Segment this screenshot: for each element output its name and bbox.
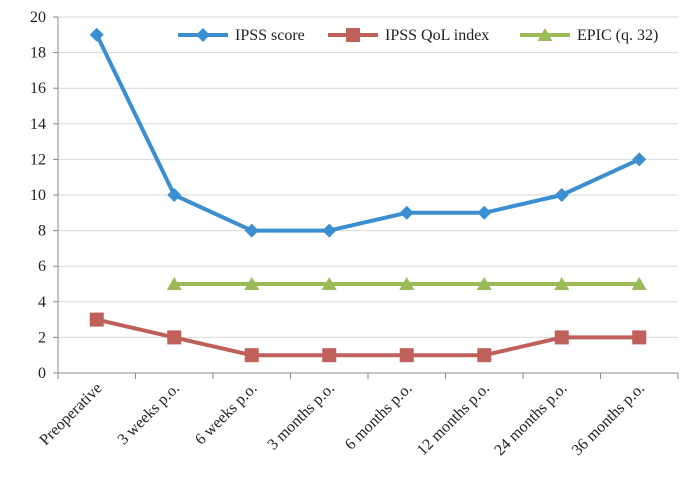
data-point bbox=[322, 223, 337, 238]
y-tick-label: 14 bbox=[30, 116, 46, 133]
legend-label: IPSS score bbox=[235, 27, 305, 44]
data-point bbox=[399, 277, 415, 290]
legend-label: EPIC (q. 32) bbox=[577, 27, 658, 44]
legend-marker bbox=[346, 28, 360, 42]
series-line bbox=[96, 317, 640, 358]
legend-marker bbox=[196, 28, 210, 42]
y-tick-label: 12 bbox=[30, 151, 46, 168]
y-tick-label: 4 bbox=[38, 294, 46, 311]
x-tick-label: 36 months p.o. bbox=[569, 380, 648, 459]
data-point bbox=[399, 205, 414, 220]
data-point bbox=[167, 188, 182, 202]
data-point bbox=[244, 223, 259, 238]
data-point bbox=[554, 277, 570, 290]
data-point bbox=[244, 277, 260, 290]
data-point bbox=[632, 152, 647, 167]
x-tick-label: 12 months p.o. bbox=[414, 380, 493, 459]
data-point bbox=[554, 188, 569, 202]
data-point bbox=[632, 330, 647, 345]
x-tick-label: 3 months p.o. bbox=[264, 380, 338, 454]
y-tick-label: 6 bbox=[38, 258, 46, 275]
data-point bbox=[554, 330, 569, 345]
y-tick-label: 18 bbox=[30, 45, 46, 62]
y-tick-label: 10 bbox=[30, 187, 46, 204]
data-point bbox=[321, 277, 337, 290]
data-point bbox=[89, 312, 104, 327]
x-tick-label: Preoperative bbox=[36, 380, 105, 449]
data-point bbox=[399, 348, 414, 363]
data-point bbox=[476, 277, 492, 290]
y-tick-label: 20 bbox=[30, 9, 46, 26]
x-tick-label: 3 weeks p.o. bbox=[115, 380, 184, 449]
y-tick-label: 8 bbox=[38, 223, 46, 240]
data-point bbox=[166, 277, 182, 290]
y-tick-label: 0 bbox=[38, 365, 46, 382]
x-tick-label: 24 months p.o. bbox=[491, 380, 570, 459]
data-point bbox=[631, 277, 647, 290]
legend-label: IPSS QoL index bbox=[385, 27, 489, 44]
x-tick-label: 6 months p.o. bbox=[342, 380, 416, 454]
data-point bbox=[89, 27, 104, 42]
x-tick-label: 6 weeks p.o. bbox=[192, 380, 261, 449]
data-point bbox=[477, 205, 492, 220]
legend-marker bbox=[537, 28, 553, 41]
data-point bbox=[244, 348, 259, 363]
series-line bbox=[94, 33, 641, 233]
data-point bbox=[167, 330, 182, 345]
y-tick-label: 16 bbox=[30, 80, 46, 97]
y-tick-label: 2 bbox=[38, 329, 46, 346]
data-point bbox=[322, 348, 337, 363]
data-point bbox=[477, 348, 492, 363]
